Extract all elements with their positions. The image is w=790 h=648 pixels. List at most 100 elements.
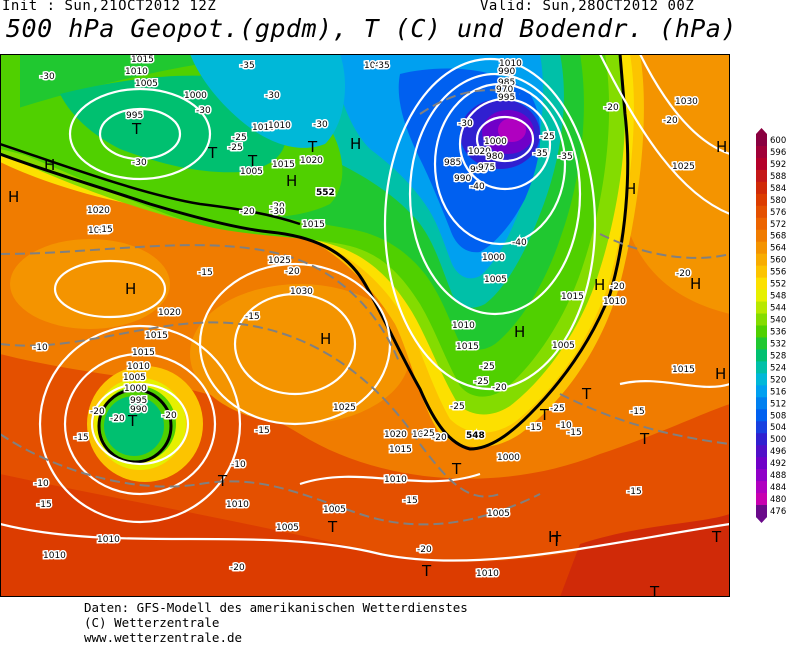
colorbar-swatch bbox=[756, 385, 767, 398]
temperature-label: -15 bbox=[567, 428, 582, 438]
colorbar-swatch bbox=[756, 409, 767, 422]
colorbar-label: 584 bbox=[770, 184, 786, 194]
valid-time: Valid: Sun,28OCT2012 00Z bbox=[480, 0, 695, 14]
temperature-label: -15 bbox=[255, 426, 270, 436]
isobar-label: 990 bbox=[130, 405, 147, 415]
colorbar-swatch bbox=[756, 241, 767, 255]
isobar-label: 1010 bbox=[125, 67, 148, 77]
high-ridge-west bbox=[190, 284, 410, 424]
isobar-label: 990 bbox=[498, 67, 515, 77]
isobar-label: 985 bbox=[444, 158, 461, 168]
colorbar-swatch bbox=[756, 169, 767, 183]
colorbar-swatch bbox=[756, 493, 767, 506]
colorbar-label: 516 bbox=[770, 387, 786, 397]
isobar-label: 1010 bbox=[97, 535, 120, 545]
isobar-label: 1010 bbox=[43, 551, 66, 561]
isobar-label: 1005 bbox=[123, 373, 146, 383]
temperature-label: -25 bbox=[450, 402, 465, 412]
isotherms bbox=[0, 89, 730, 526]
isobar-label: 1000 bbox=[484, 137, 507, 147]
colorbar-label: 592 bbox=[770, 160, 786, 170]
colorbar-label: 476 bbox=[770, 507, 786, 517]
temperature-label: -15 bbox=[245, 312, 260, 322]
temperature-label: -40 bbox=[512, 238, 527, 248]
colorbar-label: 524 bbox=[770, 363, 786, 373]
isobar-label: 1015 bbox=[132, 348, 155, 358]
high-ridge-azores bbox=[10, 239, 170, 329]
temperature-label: -30 bbox=[270, 207, 285, 217]
colorbar-label: 588 bbox=[770, 172, 786, 182]
isobar-label: 990 bbox=[454, 174, 471, 184]
geopotential-label-layer: 552 548 bbox=[315, 187, 487, 443]
pressure-system-mark: T bbox=[217, 472, 228, 490]
colorbar-label: 560 bbox=[770, 256, 786, 266]
colorbar-label: 520 bbox=[770, 375, 786, 385]
isobar-label: 1010 bbox=[127, 362, 150, 372]
pressure-system-mark: H bbox=[594, 276, 605, 294]
pressure-system-mark: T bbox=[649, 583, 660, 597]
colorbar-swatch bbox=[756, 421, 767, 434]
temperature-label: -25 bbox=[232, 133, 247, 143]
isobar-label: 1010 bbox=[603, 297, 626, 307]
greenland-cyan bbox=[190, 54, 345, 148]
map-frame bbox=[0, 54, 730, 597]
isobar-label: 1025 bbox=[333, 403, 356, 413]
field-564 bbox=[620, 54, 730, 314]
isobar-label: 1030 bbox=[675, 97, 698, 107]
colorbar-label: 564 bbox=[770, 244, 786, 254]
isobar-label: 1025 bbox=[672, 162, 695, 172]
isobar-label: 1015 bbox=[561, 292, 584, 302]
pressure-system-mark: T bbox=[451, 460, 462, 478]
pressure-system-mark: T bbox=[131, 120, 142, 138]
temperature-label: -20 bbox=[604, 103, 619, 113]
colorbar-swatch bbox=[756, 253, 767, 267]
colorbar-swatch bbox=[756, 157, 767, 171]
isobar-label: 1010 bbox=[252, 123, 275, 133]
pressure-system-mark: T bbox=[207, 144, 218, 162]
isobar-label: 1015 bbox=[389, 445, 412, 455]
pressure-system-mark: H bbox=[350, 135, 361, 153]
isobar-label: 1005 bbox=[323, 505, 346, 515]
temperature-label: -20 bbox=[663, 116, 678, 126]
colorbar-label: 500 bbox=[770, 435, 786, 445]
isobar-label: 1005 bbox=[276, 523, 299, 533]
temperature-label: -25 bbox=[474, 377, 489, 387]
isobar-label: 1015 bbox=[302, 220, 325, 230]
field-580 bbox=[0, 474, 730, 597]
colorbar-legend: 600 596 592 588 584 580 576 572 568 564 560 556 552 5… bbox=[756, 128, 786, 523]
contour-cutoff bbox=[97, 388, 173, 464]
pressure-system-mark: H bbox=[625, 180, 636, 198]
isobar-label: 980 bbox=[486, 152, 503, 162]
colorbar-swatch bbox=[756, 181, 767, 195]
colorbar-label: 488 bbox=[770, 471, 786, 481]
temperature-label: -25 bbox=[540, 132, 555, 142]
colorbar-swatch bbox=[756, 433, 767, 446]
colorbar-label: 480 bbox=[770, 495, 786, 505]
footer-website: www.wetterzentrale.de bbox=[84, 630, 243, 645]
colorbar-swatch bbox=[756, 397, 767, 410]
init-time: Init : Sun,21OCT2012 12Z bbox=[2, 0, 217, 14]
colorbar-swatch bbox=[756, 313, 767, 326]
colorbar-label: 572 bbox=[770, 220, 786, 230]
temperature-label: -25 bbox=[420, 429, 435, 439]
temperature-label: -15 bbox=[630, 407, 645, 417]
isobar-label: 1015 bbox=[672, 365, 695, 375]
colorbar-label: 568 bbox=[770, 232, 786, 242]
contour-552 bbox=[0, 54, 630, 451]
temperature-label: -30 bbox=[132, 158, 147, 168]
field-584 bbox=[560, 514, 730, 597]
temperature-label: -15 bbox=[403, 496, 418, 506]
temperature-label: -15 bbox=[98, 225, 113, 235]
colorbar-arrow-bottom bbox=[756, 517, 767, 523]
temperature-label: -30 bbox=[313, 120, 328, 130]
isobar-label: 1030 bbox=[290, 287, 313, 297]
cutoff-teal bbox=[104, 396, 164, 456]
colorbar-label: 552 bbox=[770, 280, 786, 290]
isobar-label: 1025 bbox=[88, 226, 111, 236]
temperature-label: -10 bbox=[557, 421, 572, 431]
isobar-label: 985 bbox=[498, 78, 515, 88]
colorbar-swatch bbox=[756, 469, 767, 482]
temperature-label: -25 bbox=[228, 143, 243, 153]
